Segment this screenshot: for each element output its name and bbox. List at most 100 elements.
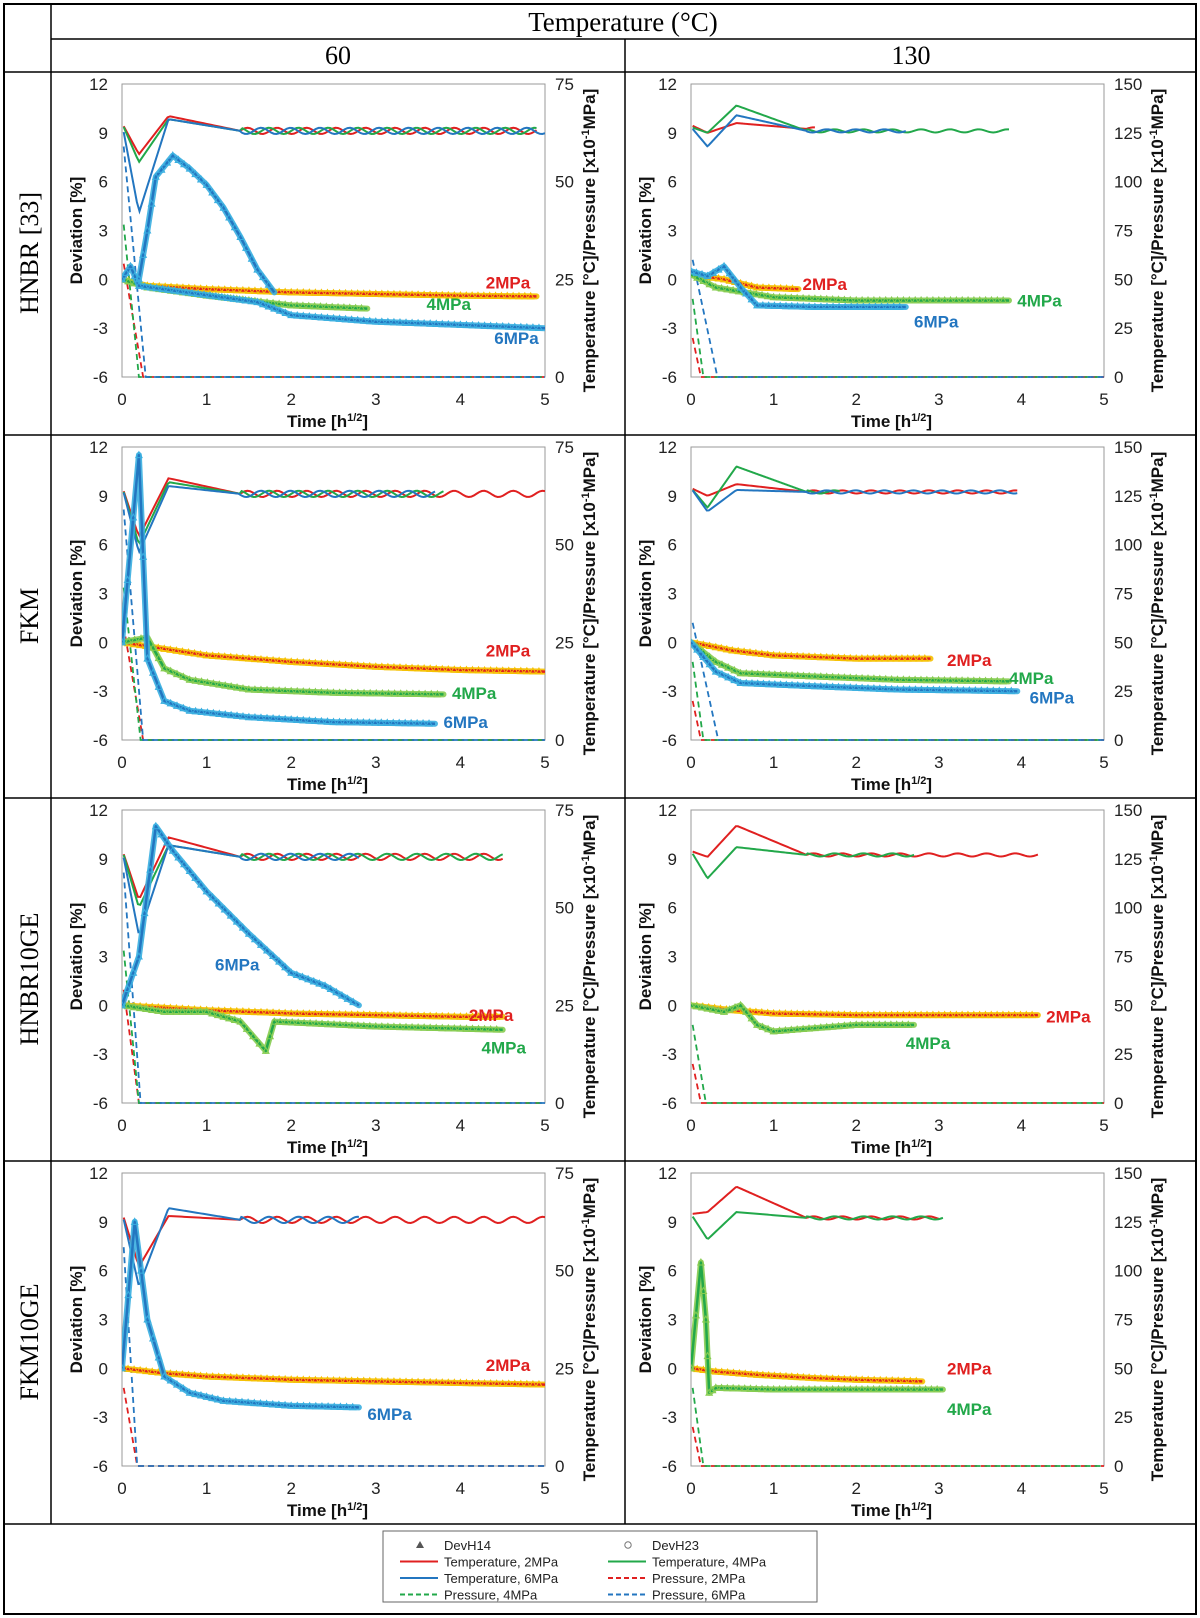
deviation-marker: [129, 512, 138, 521]
deviation-marker: [758, 283, 768, 291]
deviation-marker: [130, 1217, 139, 1225]
deviation-marker: [293, 1375, 302, 1383]
deviation-marker: [238, 683, 248, 692]
deviation-marker: [341, 717, 350, 726]
deviation-marker: [916, 675, 926, 684]
deviation-marker: [736, 668, 745, 677]
deviation-marker: [799, 1372, 808, 1381]
deviation-marker: [178, 647, 187, 655]
deviation-marker: [1016, 1010, 1025, 1019]
deviation-marker: [486, 321, 495, 330]
deviation-marker: [226, 1372, 235, 1381]
legend-item: Temperature, 4MPa: [608, 1555, 767, 1570]
x-tick-label: 4: [456, 753, 465, 772]
deviation-marker: [366, 688, 375, 697]
deviation-marker: [981, 1010, 990, 1019]
deviation-marker: [317, 659, 326, 667]
deviation-marker: [233, 683, 242, 691]
deviation-marker: [781, 293, 790, 301]
deviation-marker: [426, 319, 435, 327]
deviation-marker: [776, 301, 785, 310]
deviation-marker: [892, 654, 901, 662]
deviation-marker: [822, 1009, 831, 1018]
deviation-marker: [143, 1314, 152, 1323]
deviation-marker: [742, 288, 751, 297]
deviation-marker: [275, 1008, 284, 1017]
deviation-marker: [793, 651, 802, 660]
deviation-marker: [462, 1012, 471, 1020]
y2-tick-label: 75: [555, 1164, 574, 1183]
deviation-marker: [321, 981, 330, 989]
deviation-marker: [225, 1396, 234, 1405]
y-tick-label: -3: [93, 319, 108, 338]
deviation-marker: [339, 303, 348, 311]
deviation-marker: [816, 681, 825, 690]
column-header-60: 60: [325, 41, 351, 70]
deviation-marker: [753, 1370, 762, 1378]
deviation-marker: [906, 1376, 915, 1385]
y-tick-label: 12: [89, 75, 108, 94]
deviation-marker: [414, 663, 423, 672]
deviation-marker: [371, 1376, 380, 1385]
deviation-marker: [305, 1375, 314, 1384]
deviation-marker: [219, 1396, 228, 1404]
deviation-marker: [810, 1009, 819, 1018]
deviation-marker: [164, 285, 173, 293]
deviation-marker: [922, 675, 931, 684]
row-label-fkm: FKM: [15, 588, 44, 644]
series-label-2MPa: 2MPa: [803, 275, 848, 294]
series-label-6MPa: 6MPa: [215, 956, 260, 975]
deviation-marker: [887, 1010, 896, 1019]
deviation-marker: [708, 1385, 717, 1394]
deviation-marker: [752, 289, 761, 298]
deviation-marker: [522, 322, 531, 331]
y-tick-label: -6: [93, 1457, 108, 1476]
deviation-marker: [341, 1009, 350, 1018]
deviation-marker: [258, 272, 268, 281]
deviation-marker: [166, 1375, 175, 1384]
y2-tick-label: 25: [555, 1359, 574, 1378]
deviation-marker: [708, 1005, 718, 1013]
deviation-marker: [697, 269, 707, 278]
deviation-marker: [769, 292, 778, 301]
deviation-marker: [699, 276, 708, 284]
deviation-marker: [770, 670, 779, 678]
series-label-6MPa: 6MPa: [494, 329, 539, 348]
deviation-marker: [450, 665, 459, 673]
deviation-marker: [993, 295, 1002, 304]
deviation-marker: [208, 187, 217, 196]
y2-axis-title: Temperature [°C]/Pressure [x10-1MPa]: [580, 452, 599, 756]
deviation-marker: [269, 655, 278, 664]
deviation-marker: [717, 1383, 726, 1392]
legend-label: Pressure, 4MPa: [444, 1588, 538, 1603]
series-label-2MPa: 2MPa: [486, 1356, 531, 1375]
y-tick-label: 12: [89, 438, 108, 457]
y2-tick-label: 75: [555, 75, 574, 94]
deviation-marker: [480, 1378, 489, 1387]
deviation-marker: [696, 1257, 705, 1266]
deviation-marker: [134, 281, 143, 289]
deviation-marker: [225, 212, 234, 221]
deviation-marker: [920, 654, 929, 662]
deviation-marker: [420, 290, 429, 298]
deviation-marker: [188, 288, 197, 297]
deviation-marker: [395, 663, 405, 671]
deviation-marker: [281, 656, 290, 665]
y-tick-label: 0: [99, 1359, 108, 1378]
deviation-marker: [359, 1010, 368, 1018]
deviation-marker: [751, 1007, 760, 1016]
deviation-marker: [852, 654, 861, 662]
deviation-marker: [329, 1009, 338, 1018]
deviation-marker: [958, 676, 967, 684]
deviation-marker: [365, 1376, 374, 1385]
deviation-marker: [933, 1384, 942, 1393]
y2-tick-label: 25: [555, 996, 574, 1015]
deviation-marker: [886, 654, 895, 662]
deviation-marker: [154, 1006, 163, 1014]
x-axis-title: Time [h1/2]: [287, 412, 368, 431]
deviation-marker: [810, 1373, 819, 1382]
deviation-marker: [377, 317, 386, 325]
deviation-marker: [534, 1379, 543, 1388]
